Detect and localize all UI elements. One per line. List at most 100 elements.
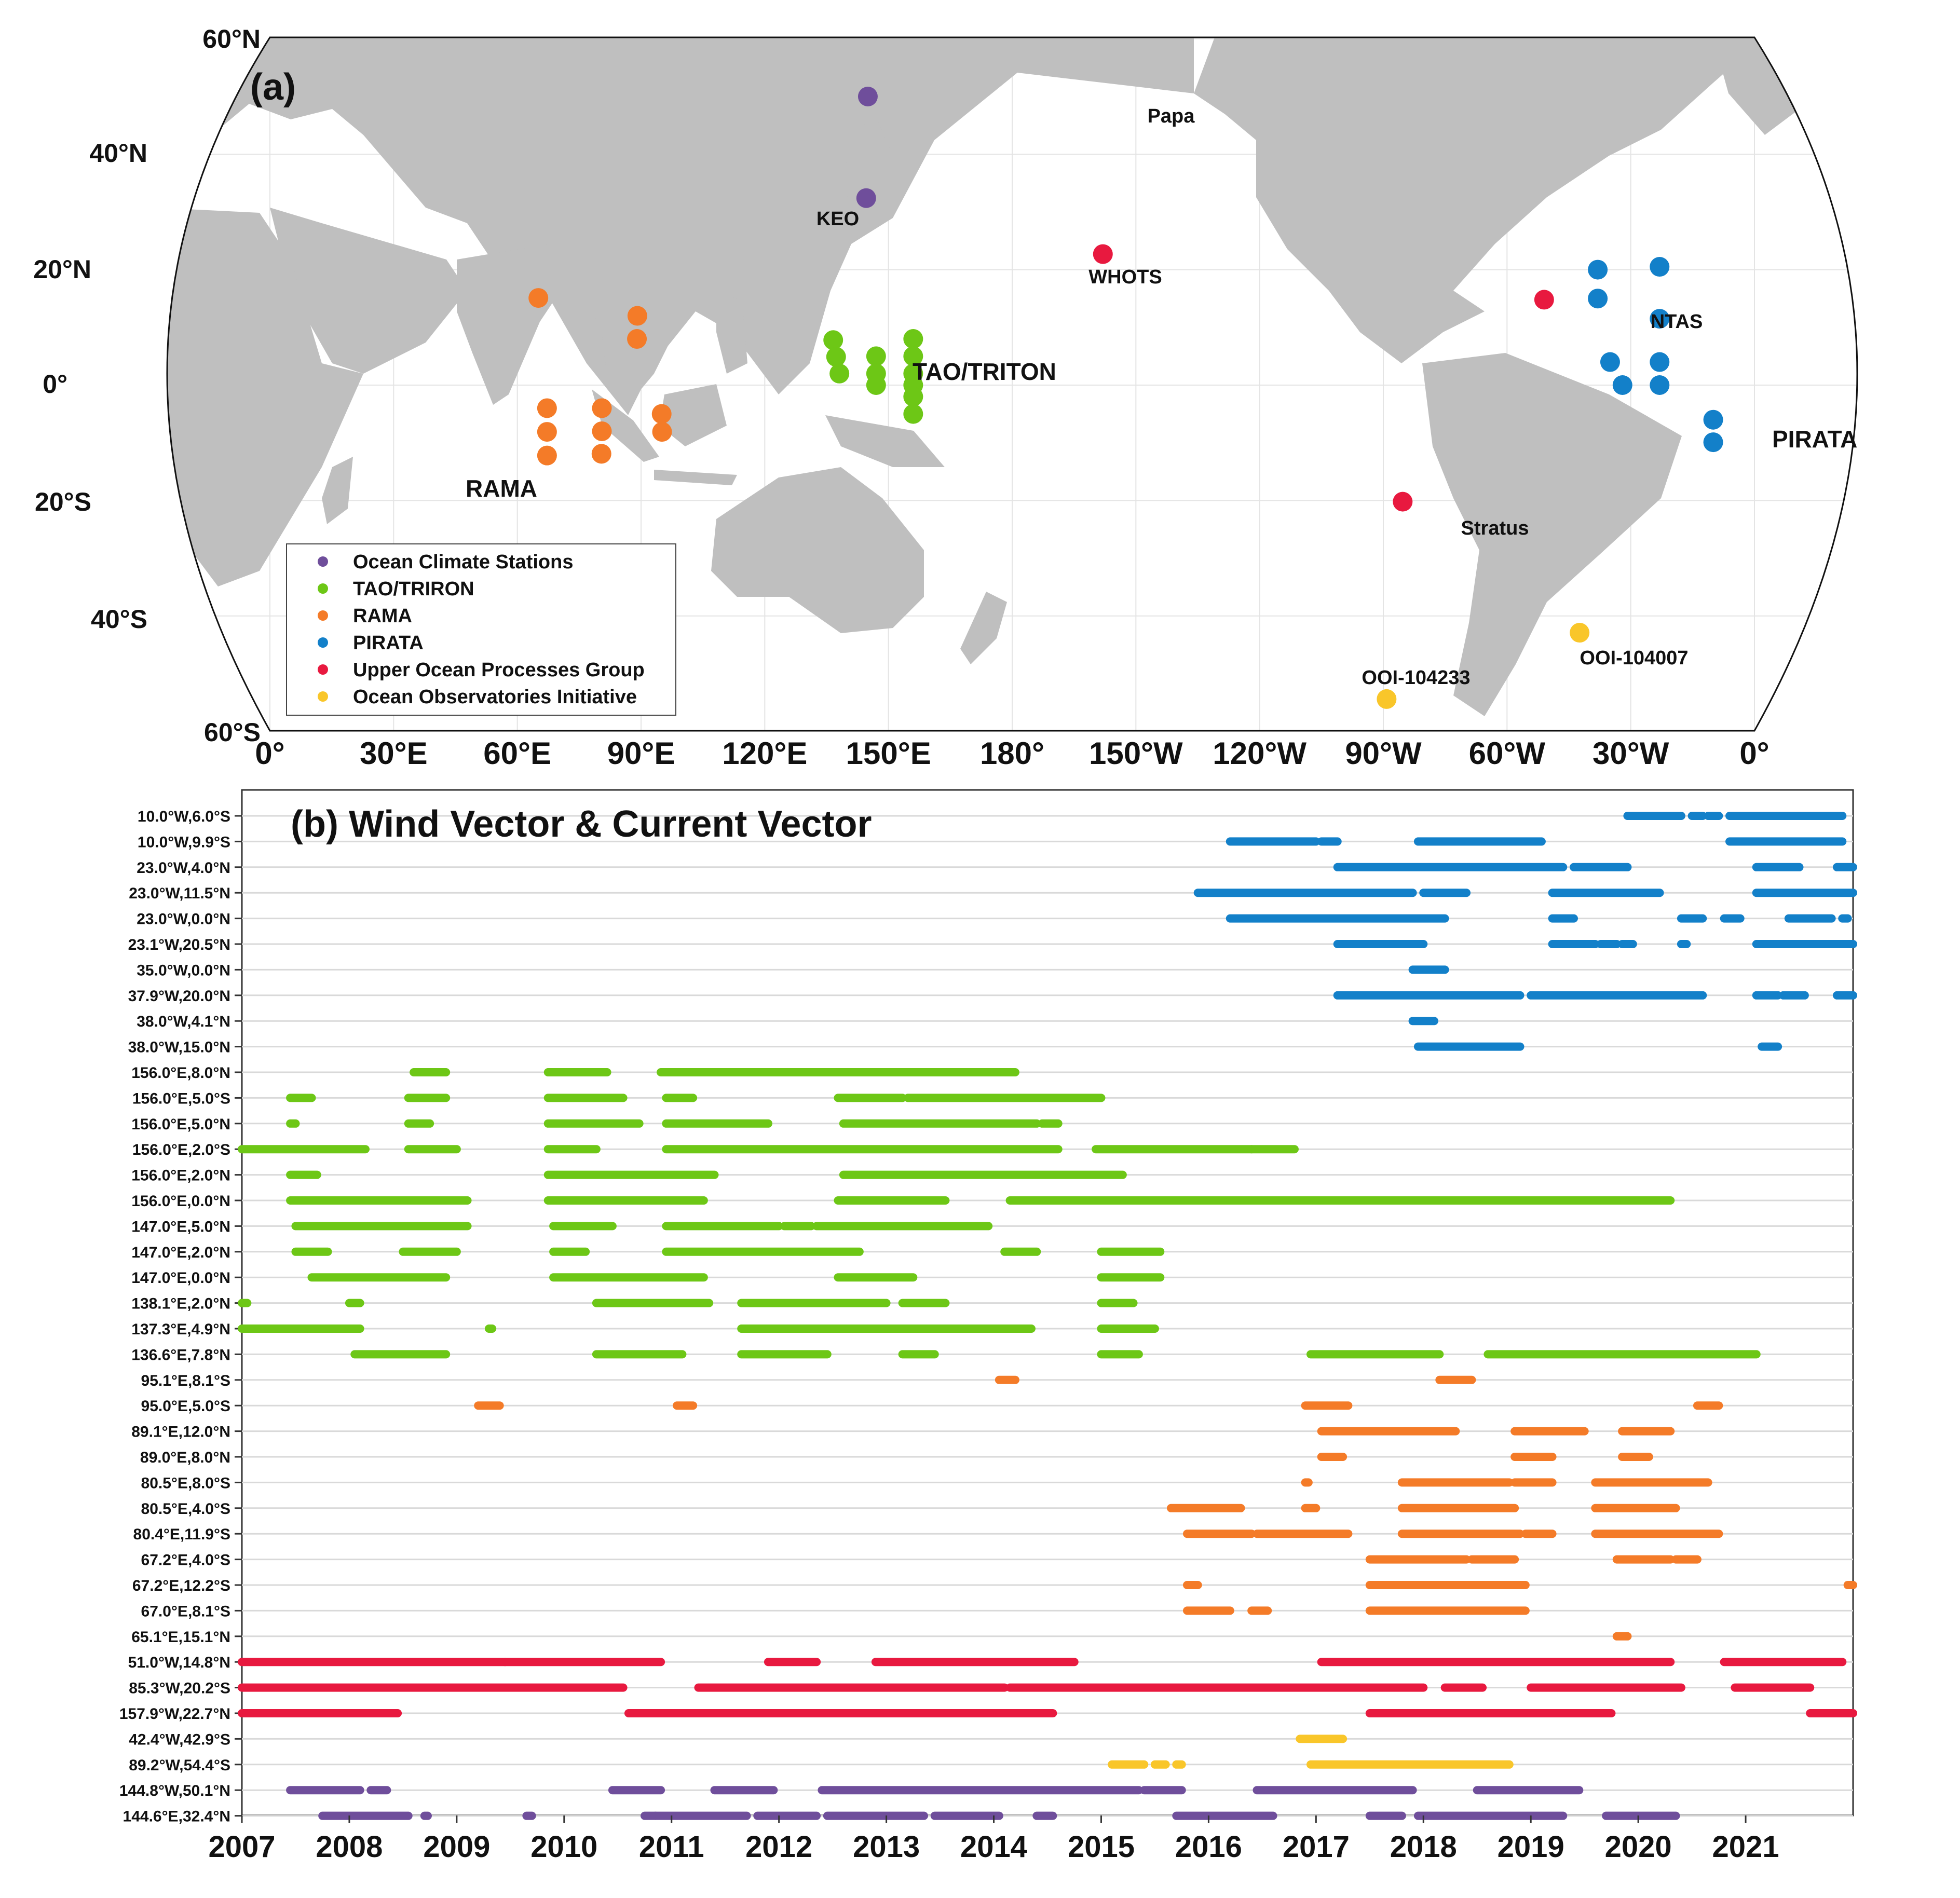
timeline-row-label: 35.0°W,0.0°N: [137, 962, 230, 979]
map-lon-labels: 0° 30°E 60°E 90°E 120°E 150°E 180° 150°W 120°W 90…: [255, 736, 1769, 771]
station-marker: [866, 346, 886, 366]
timeline-row-label: 37.9°W,20.0°N: [128, 988, 230, 1005]
lat-label-60n: 60°N: [202, 24, 261, 53]
timeline-row-label: 147.0°E,5.0°N: [131, 1218, 230, 1235]
station-label-ooi-104233: OOI-104233: [1362, 667, 1470, 689]
land-newzealand: [960, 592, 1007, 664]
timeline-row-label: 38.0°W,4.1°N: [137, 1013, 230, 1030]
timeline-row-label: 89.1°E,12.0°N: [131, 1424, 230, 1441]
timeline-row-label: 80.5°E,4.0°S: [141, 1500, 230, 1518]
station-marker: [591, 444, 611, 464]
map-legend: Ocean Climate Stations TAO/TRIRON RAMA PIRA…: [286, 543, 676, 716]
timeline-row-label: 156.0°E,5.0°S: [132, 1090, 230, 1107]
timeline-x-tick-label: 2019: [1498, 1830, 1564, 1864]
station-label-ntas: NTAS: [1651, 311, 1703, 333]
lat-label-60s: 60°S: [204, 718, 261, 747]
timeline-x-ticks: 2007 2008 2009 2010 2011 2012 2013 2014 2015 2016…: [208, 1815, 1779, 1864]
timeline-row-label: 95.0°E,5.0°S: [141, 1398, 230, 1415]
timeline-row-label: 89.0°E,8.0°N: [140, 1449, 230, 1466]
land-java: [654, 470, 737, 485]
land-japan: [820, 119, 893, 208]
timeline-row-label: 144.8°W,50.1°N: [119, 1782, 230, 1799]
timeline-row-label: 23.0°W,11.5°N: [129, 885, 230, 902]
land-indochina: [587, 291, 675, 405]
land-madagascar: [322, 457, 353, 524]
lon-label: 60°W: [1469, 736, 1546, 771]
timeline-row-label: 23.0°W,4.0°N: [137, 859, 230, 877]
timeline-x-tick-label: 2010: [530, 1830, 597, 1864]
map-lat-labels: 60°N 40°N 20°N 0° 20°S 40°S 60°S: [33, 24, 261, 747]
timeline-row-label: 10.0°W,9.9°S: [138, 834, 230, 851]
map-stations: [528, 87, 1723, 709]
land-masses: [167, 37, 1857, 716]
land-borneo: [659, 384, 727, 446]
timeline-x-tick-label: 2016: [1175, 1830, 1242, 1864]
lon-label: 0°: [255, 736, 284, 771]
lon-label: 0°: [1739, 736, 1769, 771]
station-marker: [1093, 244, 1113, 264]
lon-label: 120°E: [722, 736, 807, 771]
land-newguinea: [825, 415, 945, 467]
timeline-row-label: 10.0°W,6.0°S: [138, 808, 230, 825]
station-marker: [1588, 260, 1608, 280]
map-outline: [166, 36, 1858, 732]
legend-swatch: [318, 691, 328, 702]
station-marker: [592, 398, 612, 418]
map-content: [167, 37, 1857, 731]
station-marker: [1650, 309, 1670, 329]
timeline-x-tick-label: 2013: [853, 1830, 920, 1864]
timeline-row-label: 38.0°W,15.0°N: [128, 1039, 230, 1056]
land-eurasia: [167, 37, 1194, 415]
station-marker: [1650, 352, 1670, 372]
timeline-row-label: 147.0°E,2.0°N: [131, 1244, 230, 1261]
timeline-row-label: 80.5°E,8.0°S: [141, 1474, 230, 1492]
timeline-x-tick-label: 2020: [1605, 1830, 1672, 1864]
lon-label: 90°E: [607, 736, 675, 771]
timeline-row-label: 144.6°E,32.4°N: [123, 1808, 230, 1825]
lon-label: 120°W: [1213, 736, 1306, 771]
station-marker: [1600, 352, 1620, 372]
timeline-row-label: 156.0°E,2.0°N: [131, 1167, 230, 1184]
land-australia: [711, 467, 924, 633]
timeline-x-tick-label: 2021: [1712, 1830, 1779, 1864]
lon-label: 180°: [980, 736, 1044, 771]
timeline-row-label: 156.0°E,5.0°N: [131, 1116, 230, 1133]
station-marker: [627, 306, 647, 326]
legend-label: Ocean Climate Stations: [353, 551, 573, 573]
timeline-row-label: 156.0°E,8.0°N: [131, 1064, 230, 1082]
timeline-bars: [238, 812, 1857, 1820]
land-south-america: [1422, 353, 1682, 716]
station-marker: [857, 87, 878, 106]
land-philippines: [716, 291, 747, 374]
station-marker: [823, 330, 843, 350]
map-panel-label: (a): [250, 66, 296, 108]
station-marker: [1650, 375, 1670, 395]
lon-label: 150°E: [846, 736, 931, 771]
legend-swatch: [318, 637, 328, 648]
station-marker: [856, 188, 876, 208]
station-marker: [1612, 375, 1632, 395]
timeline-row-label: 67.0°E,8.1°S: [141, 1603, 230, 1620]
station-marker: [1570, 623, 1590, 643]
timeline-row-label: 23.0°W,0.0°N: [137, 911, 230, 928]
lat-label-40s: 40°S: [91, 605, 147, 634]
station-marker: [1703, 432, 1723, 453]
station-label-ooi-104007: OOI-104007: [1580, 647, 1688, 669]
timeline-row-label: 67.2°E,12.2°S: [132, 1577, 230, 1594]
lat-label-20s: 20°S: [35, 487, 91, 516]
timeline-panel: 10.0°W,6.0°S 10.0°W,9.9°S 23.0°W,4.0°N 23.0…: [119, 789, 1857, 1864]
station-marker: [627, 329, 647, 349]
station-marker: [1534, 290, 1554, 310]
timeline-row-label: 157.9°W,22.7°N: [119, 1705, 230, 1723]
timeline-x-tick-label: 2008: [316, 1830, 383, 1864]
timeline-y-labels: 10.0°W,6.0°S 10.0°W,9.9°S 23.0°W,4.0°N 23.0…: [119, 808, 230, 1825]
station-marker: [826, 347, 846, 367]
timeline-x-tick-label: 2017: [1283, 1830, 1350, 1864]
legend-swatch: [318, 556, 328, 567]
lon-label: 60°E: [483, 736, 551, 771]
station-marker: [1650, 257, 1670, 277]
station-marker: [866, 375, 886, 395]
legend-label: PIRATA: [353, 632, 424, 654]
legend-label: RAMA: [353, 605, 412, 627]
timeline-x-tick-label: 2014: [960, 1830, 1027, 1864]
